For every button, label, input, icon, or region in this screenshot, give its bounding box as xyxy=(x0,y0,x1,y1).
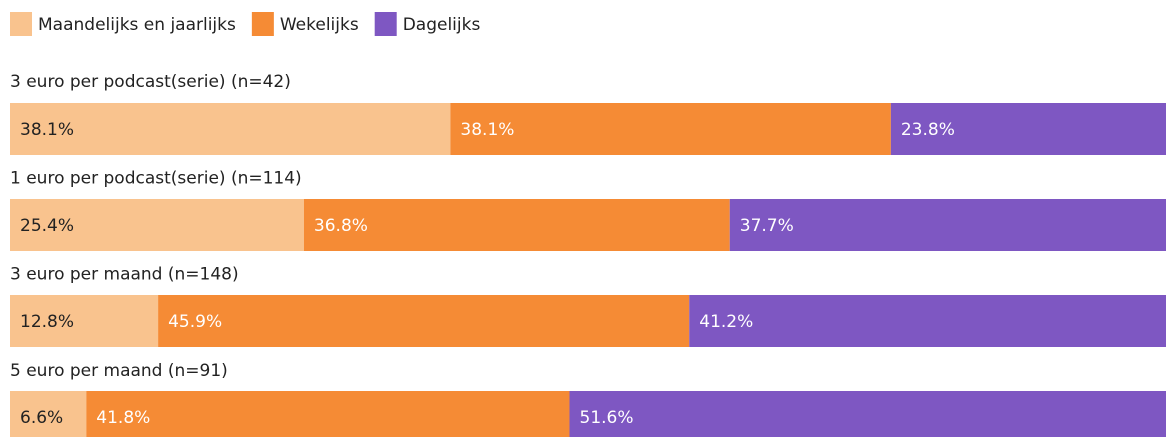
bar-segment xyxy=(10,103,451,155)
category-label: 3 euro per podcast(serie) (n=42) xyxy=(10,72,291,92)
bar-segment xyxy=(303,199,730,251)
bar-segment xyxy=(10,199,304,251)
bar-segment xyxy=(10,295,159,347)
value-label: 38.1% xyxy=(460,120,514,140)
legend-swatch xyxy=(10,12,32,36)
value-label: 38.1% xyxy=(20,120,74,140)
bar-segment xyxy=(86,391,570,437)
category-label: 1 euro per podcast(serie) (n=114) xyxy=(10,168,302,188)
value-label: 23.8% xyxy=(901,120,955,140)
value-label: 6.6% xyxy=(20,408,63,428)
category-label: 3 euro per maand (n=148) xyxy=(10,265,239,285)
value-label: 12.8% xyxy=(20,312,74,332)
bar-segment xyxy=(890,103,1166,155)
value-label: 36.8% xyxy=(314,216,368,236)
bar-segment xyxy=(729,199,1166,251)
legend-label: Dagelijks xyxy=(403,15,481,35)
legend-swatch xyxy=(251,12,274,36)
bar-segment xyxy=(10,391,87,437)
legend-label: Wekelijks xyxy=(280,15,359,35)
value-label: 41.2% xyxy=(699,312,753,332)
legend-swatch xyxy=(374,12,397,36)
value-label: 25.4% xyxy=(20,216,74,236)
category-label: 5 euro per maand (n=91) xyxy=(10,361,228,381)
value-label: 51.6% xyxy=(580,408,634,428)
value-label: 45.9% xyxy=(168,312,222,332)
value-label: 37.7% xyxy=(740,216,794,236)
bar-segment xyxy=(450,103,891,155)
bar-segment xyxy=(689,295,1166,347)
value-label: 41.8% xyxy=(96,408,150,428)
bar-segment xyxy=(158,295,690,347)
legend-label: Maandelijks en jaarlijks xyxy=(38,15,236,35)
bar-segment xyxy=(569,391,1166,437)
